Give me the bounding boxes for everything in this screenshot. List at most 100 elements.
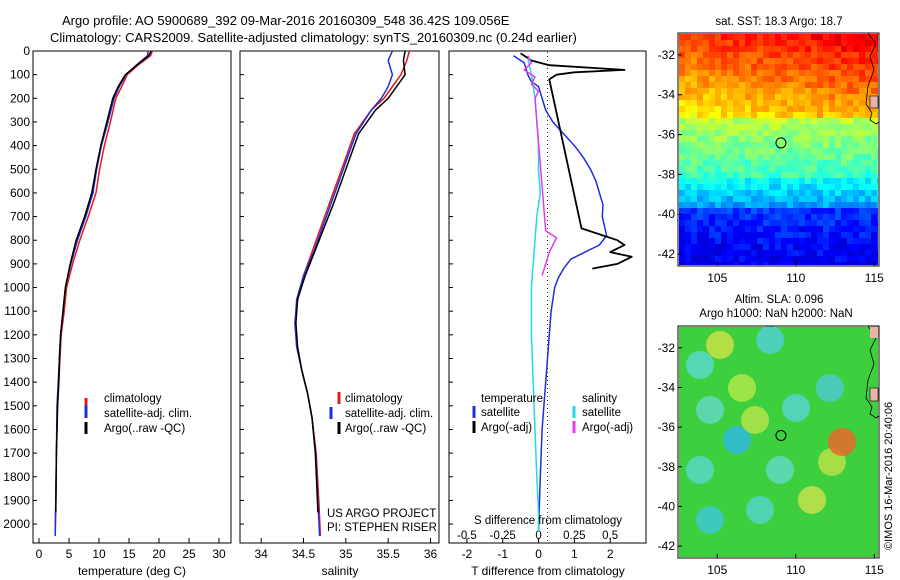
sst-cell [787,196,793,202]
sst-cell [739,106,745,112]
sst-cell [745,76,751,82]
sst-cell [709,196,715,202]
sst-cell [811,94,817,100]
sst-cell [811,64,817,70]
sst-cell [823,118,829,124]
sst-cell [721,70,727,76]
sst-cell [853,130,859,136]
sst-cell [757,178,763,184]
sst-cell [817,220,823,226]
sst-cell [703,232,709,238]
sst-cell [877,196,878,202]
sst-cell [859,100,865,106]
sst-cell [691,46,697,52]
sst-cell [787,214,793,220]
sst-cell [817,178,823,184]
sst-cell [745,136,751,142]
sst-cell [871,238,877,244]
sst-cell [829,256,835,262]
sst-cell [679,178,685,184]
sst-cell [799,100,805,106]
sst-cell [775,100,781,106]
sst-cell [793,232,799,238]
sst-cell [739,226,745,232]
diff-xtick-label: -1 [497,547,508,561]
sst-cell [793,130,799,136]
sst-cell [829,232,835,238]
sst-cell [865,70,871,76]
sst-cell [811,76,817,82]
sst-cell [841,238,847,244]
sst-cell [757,124,763,130]
sst-cell [865,220,871,226]
sst-cell [817,172,823,178]
sst-cell [685,142,691,148]
sst-cell [679,214,685,220]
sst-cell [745,100,751,106]
sst-cell [733,34,739,40]
sst-cell [877,160,878,166]
sst-cell [709,124,715,130]
sst-cell [745,262,751,265]
sst-cell [679,118,685,124]
sst-cell [727,130,733,136]
sst-cell [829,226,835,232]
sst-cell [793,250,799,256]
sst-cell [865,76,871,82]
sst-cell [769,88,775,94]
sst-cell [877,70,878,76]
sst-cell [787,46,793,52]
sst-cell [691,58,697,64]
sst-cell [835,196,841,202]
sst-cell [805,46,811,52]
sst-cell [727,232,733,238]
sst-cell [805,76,811,82]
sst-cell [853,262,859,265]
sst-cell [829,250,835,256]
sst-cell [715,64,721,70]
sst-cell [769,202,775,208]
sst-cell [691,196,697,202]
sst-cell [709,100,715,106]
sst-cell [745,40,751,46]
sst-cell [757,76,763,82]
sst-cell [811,82,817,88]
sst-cell [871,52,877,58]
depth-tick-label: 1800 [3,470,30,484]
sst-cell [799,178,805,184]
sst-cell [811,220,817,226]
sst-cell [829,46,835,52]
sst-cell [853,136,859,142]
sst-cell [739,244,745,250]
sst-cell [829,220,835,226]
sla-map-frame [677,325,880,559]
sst-cell [787,154,793,160]
sst-cell [829,190,835,196]
sst-cell [691,250,697,256]
sst-cell [697,136,703,142]
sst-cell [859,196,865,202]
legend-temp-argo: Argo(-adj) [481,422,532,434]
sst-cell [835,100,841,106]
sst-cell [823,64,829,70]
sst-cell [829,184,835,190]
sst-cell [835,76,841,82]
sst-cell [775,76,781,82]
sst-cell [847,124,853,130]
sst-cell [715,262,721,265]
s-diff-label: S difference from climatology [474,515,622,527]
sst-cell [769,94,775,100]
sst-cell [733,118,739,124]
sst-cell [709,94,715,100]
sst-cell [733,70,739,76]
sst-cell [733,94,739,100]
sst-cell [697,112,703,118]
sst-cell [685,58,691,64]
sst-cell [865,166,871,172]
sst-cell [817,142,823,148]
sst-cell [805,196,811,202]
sst-cell [775,220,781,226]
sst-cell [817,106,823,112]
sst-cell [835,160,841,166]
sst-cell [847,118,853,124]
